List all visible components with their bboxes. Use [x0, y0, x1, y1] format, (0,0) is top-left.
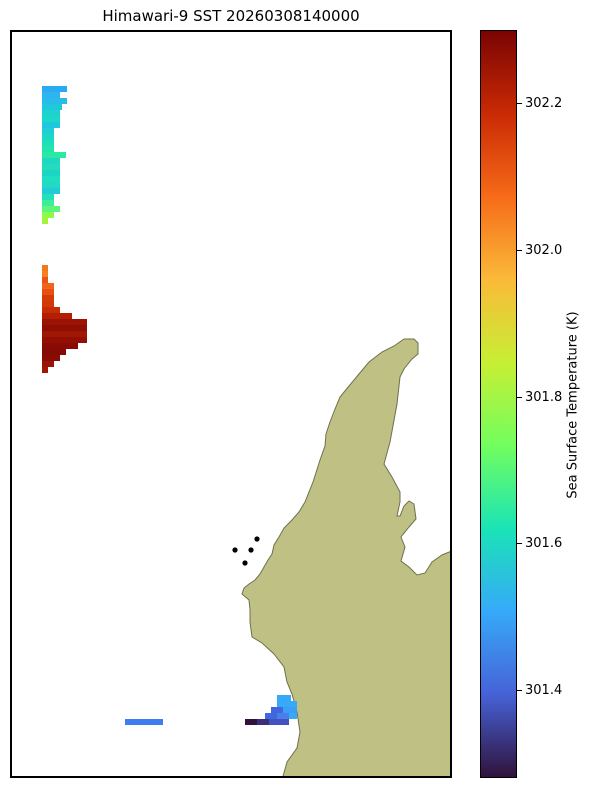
- station-point: [242, 560, 248, 566]
- colorbar-tick: [517, 690, 522, 691]
- colorbar-gradient: [481, 31, 516, 777]
- sst-pixel: [42, 289, 54, 295]
- sst-pixel: [42, 206, 60, 212]
- sst-pixel: [42, 319, 87, 325]
- sst-pixel: [42, 158, 60, 164]
- sst-pixel: [42, 349, 66, 355]
- sst-pixel: [42, 361, 54, 367]
- sst-pixel: [265, 713, 277, 719]
- colorbar-tick-label: 302.0: [525, 243, 563, 258]
- colorbar-tick: [517, 250, 522, 251]
- sst-pixel: [269, 719, 289, 725]
- sst-pixel: [42, 271, 48, 277]
- sst-pixel: [42, 146, 54, 152]
- station-point: [232, 547, 238, 553]
- station-point: [248, 547, 254, 553]
- colorbar-tick-label: 301.8: [525, 389, 563, 405]
- colorbar-tick-label: 301.6: [525, 536, 563, 552]
- sst-pixel: [42, 277, 48, 283]
- sst-pixel: [42, 343, 78, 349]
- sst-pixel: [42, 128, 54, 134]
- map-canvas: [42, 86, 450, 776]
- sst-pixel: [42, 110, 60, 116]
- sst-pixel: [42, 116, 60, 122]
- sst-pixel: [42, 331, 87, 337]
- sst-pixel: [42, 164, 60, 170]
- colorbar-tick: [517, 103, 522, 105]
- sst-pixel: [42, 212, 54, 218]
- sst-pixel: [42, 194, 54, 200]
- sst-pixel: [42, 367, 48, 373]
- sst-pixel: [42, 355, 60, 361]
- sst-pixel: [42, 301, 54, 307]
- sst-pixel: [42, 140, 54, 146]
- sst-pixel: [42, 182, 60, 188]
- sst-pixel: [289, 713, 297, 719]
- map-panel: [10, 30, 452, 778]
- sst-pixel: [42, 152, 66, 158]
- sst-pixels: [42, 86, 297, 725]
- sst-pixel: [42, 92, 60, 98]
- sst-pixel: [42, 134, 54, 140]
- sst-pixel: [271, 707, 283, 713]
- sst-pixel: [277, 695, 291, 701]
- sst-pixel: [42, 295, 54, 301]
- colorbar-label: Sea Surface Temperature (K): [565, 311, 581, 499]
- station-points: [232, 536, 260, 566]
- sst-pixel: [42, 325, 87, 331]
- colorbar: [480, 30, 517, 778]
- sst-pixel: [42, 337, 87, 343]
- colorbar-tick: [517, 543, 522, 545]
- map-title: Himawari-9 SST 20260308140000: [102, 7, 360, 25]
- sst-pixel: [42, 200, 54, 206]
- sst-pixel: [283, 707, 297, 713]
- sst-pixel: [42, 122, 60, 128]
- sst-pixel: [42, 98, 67, 104]
- sst-pixel: [245, 719, 257, 725]
- sst-pixel: [257, 719, 269, 725]
- colorbar-tick-label: 302.2: [525, 96, 563, 112]
- sst-pixel: [277, 701, 297, 707]
- sst-pixel: [42, 86, 67, 92]
- sst-pixel: [42, 218, 48, 224]
- sst-pixel: [125, 719, 163, 725]
- sst-pixel: [42, 265, 48, 271]
- sst-pixel: [42, 188, 60, 194]
- sst-pixel: [42, 307, 60, 313]
- sst-pixel: [42, 313, 72, 319]
- sst-pixel: [42, 176, 60, 182]
- sst-pixel: [277, 713, 289, 719]
- station-point: [254, 536, 260, 542]
- sst-pixel: [42, 104, 62, 110]
- sst-pixel: [42, 170, 60, 176]
- sst-pixel: [42, 283, 54, 289]
- colorbar-tick: [517, 396, 522, 398]
- land-mass: [241, 338, 450, 776]
- colorbar-tick-label: 301.4: [525, 683, 563, 698]
